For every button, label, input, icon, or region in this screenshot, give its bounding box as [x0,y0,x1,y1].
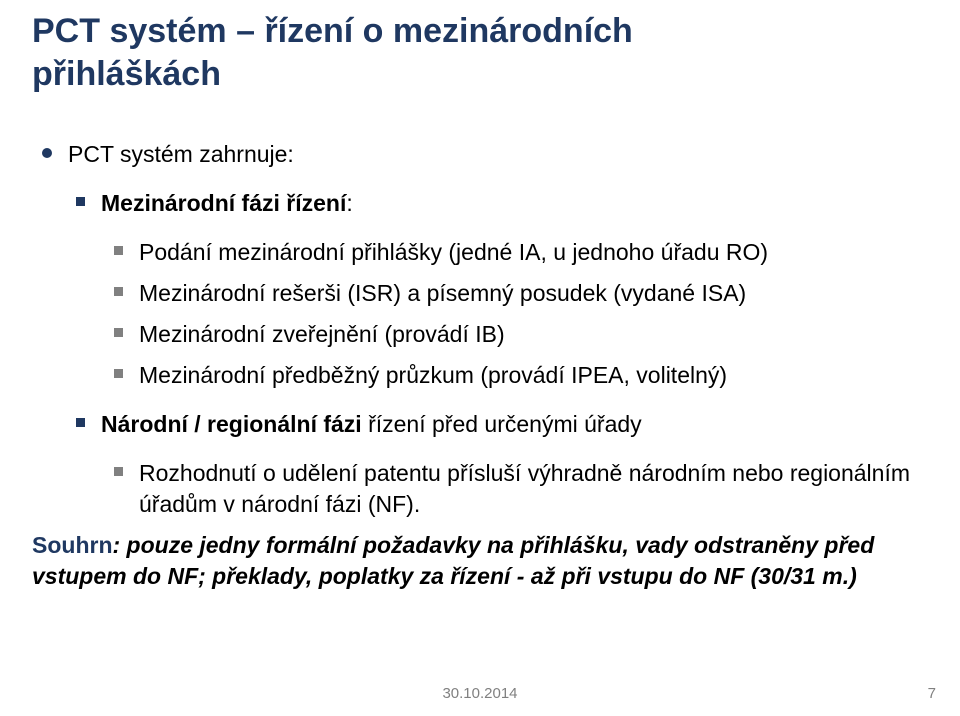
l3-0-text: Podání mezinárodní přihlášky (jedné IA, … [139,237,768,268]
l2-b-text: Národní / regionální fázi řízení před ur… [101,409,642,440]
square-icon [114,287,123,296]
l3-2-text: Mezinárodní zveřejnění (provádí IB) [139,319,505,350]
bullet-l1-intro: PCT systém zahrnuje: [42,139,928,170]
l3-1-text: Mezinárodní rešerši (ISR) a písemný posu… [139,278,746,309]
square-icon [114,467,123,476]
square-icon [114,328,123,337]
summary-block: Souhrn: pouze jedny formální požadavky n… [32,530,928,592]
bullet-l3-0: Podání mezinárodní přihlášky (jedné IA, … [114,237,928,268]
l2-a-text: Mezinárodní fázi řízení: [101,188,353,219]
square-icon [114,246,123,255]
bullet-l3-b: Rozhodnutí o udělení patentu přísluší vý… [114,458,928,520]
bullet-l3-3: Mezinárodní předběžný průzkum (provádí I… [114,360,928,391]
bullet-l3-1: Mezinárodní rešerši (ISR) a písemný posu… [114,278,928,309]
l2-a-rest: : [346,190,352,216]
square-icon [76,197,85,206]
summary-label: Souhrn [32,532,113,558]
l2-b-bold: Národní / regionální fázi [101,411,368,437]
square-icon [114,369,123,378]
footer-date: 30.10.2014 [0,685,960,702]
bullet-l2-b: Národní / regionální fázi řízení před ur… [76,409,928,440]
l3-3-text: Mezinárodní předběžný průzkum (provádí I… [139,360,727,391]
page-number: 7 [928,685,936,702]
square-icon [76,418,85,427]
title-line-2: přihláškách [32,55,221,93]
summary-body: : pouze jedny formální požadavky na přih… [32,532,874,589]
l2-a-bold: Mezinárodní fázi řízení [101,190,346,216]
title-line-1: PCT systém – řízení o mezinárodních [32,12,633,50]
bullet-l2-a: Mezinárodní fázi řízení: [76,188,928,219]
slide-title: PCT systém – řízení o mezinárodních přih… [32,10,928,95]
l2-b-rest: řízení před určenými úřady [368,411,642,437]
dot-icon [42,148,52,158]
l3-b-text: Rozhodnutí o udělení patentu přísluší vý… [139,458,928,520]
bullet-l3-2: Mezinárodní zveřejnění (provádí IB) [114,319,928,350]
l1-intro-text: PCT systém zahrnuje: [68,139,294,170]
